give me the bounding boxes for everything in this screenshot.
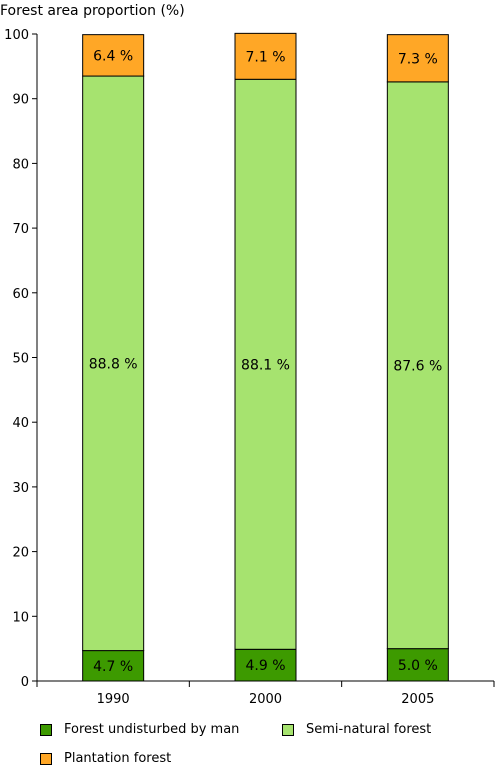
x-tick-label-2000: 2000 — [249, 692, 282, 707]
legend-swatch-plantation — [40, 752, 52, 765]
data-label-2005-series-1: 87.6 % — [393, 358, 442, 374]
y-tick-label-70: 70 — [12, 222, 29, 237]
legend-label-undisturbed: Forest undisturbed by man — [64, 722, 240, 737]
bars: 4.7 % 88.8 % 6.4 % 4.9 % 88.1 % 7.1 % 5.0 % 87.… — [82, 32, 449, 682]
y-tick-label-90: 90 — [12, 93, 29, 108]
x-axis: 1990 2000 2005 — [36, 680, 495, 707]
data-label-2000-series-2: 7.1 % — [245, 49, 285, 65]
y-tick-label-40: 40 — [12, 416, 29, 431]
bar-1990-series-2 — [82, 34, 145, 77]
data-label-2005-series-0: 5.0 % — [398, 658, 438, 674]
bar-1990-series-1 — [82, 75, 145, 652]
y-axis-label: Forest area proportion (%) — [0, 3, 185, 19]
legend-label-plantation: Plantation forest — [64, 751, 172, 766]
legend-item-semi-natural: Semi-natural forest — [282, 722, 431, 737]
x-tick-label-2005: 2005 — [401, 692, 434, 707]
bar-2000-series-1 — [234, 78, 297, 650]
data-label-1990-series-0: 4.7 % — [93, 659, 133, 675]
legend-item-undisturbed: Forest undisturbed by man — [40, 722, 239, 737]
y-tick-label-30: 30 — [12, 481, 29, 496]
data-label-2005-series-2: 7.3 % — [398, 51, 438, 67]
legend-swatch-semi-natural — [282, 723, 294, 736]
bar-2005-series-0 — [386, 648, 449, 682]
y-tick-label-20: 20 — [12, 546, 29, 561]
y-tick-label-60: 60 — [12, 287, 29, 302]
y-tick-label-100: 100 — [4, 28, 29, 43]
legend-label-semi-natural: Semi-natural forest — [306, 722, 432, 737]
x-tick-label-1990: 1990 — [97, 692, 130, 707]
bar-2005-series-1 — [386, 81, 449, 650]
y-axis: 0 10 20 30 40 50 60 70 80 90 100 — [4, 28, 38, 690]
y-tick-label-0: 0 — [21, 675, 29, 690]
data-label-1990-series-2: 6.4 % — [93, 48, 133, 64]
y-tick-label-10: 10 — [12, 610, 29, 625]
y-tick-label-50: 50 — [12, 352, 29, 367]
data-label-2000-series-1: 88.1 % — [241, 357, 290, 373]
bar-2005-series-2 — [386, 34, 449, 83]
data-label-2000-series-0: 4.9 % — [245, 658, 285, 674]
legend-item-plantation: Plantation forest — [40, 751, 171, 766]
data-label-1990-series-1: 88.8 % — [89, 356, 138, 372]
bar-1990-series-0 — [82, 650, 145, 682]
y-tick-label-80: 80 — [12, 157, 29, 172]
legend-swatch-undisturbed — [40, 723, 52, 736]
bar-2000-series-2 — [234, 32, 297, 80]
